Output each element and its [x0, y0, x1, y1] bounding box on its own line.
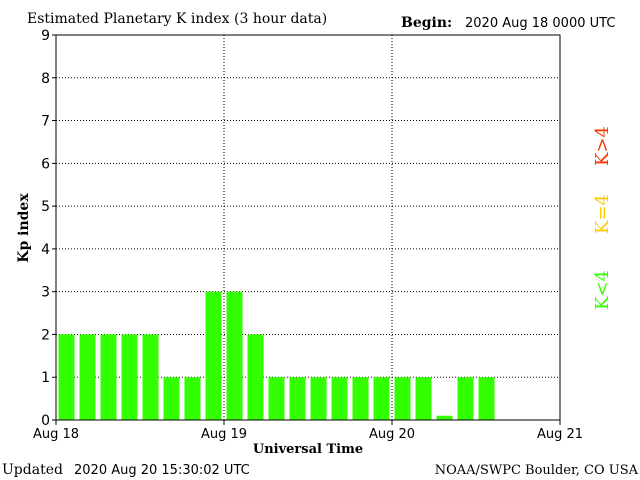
y-axis-label: Kp index	[16, 193, 32, 263]
kp-bar	[289, 377, 306, 420]
y-tick-label: 7	[41, 114, 50, 130]
begin-label: Begin:	[401, 15, 452, 31]
kp-bar	[394, 377, 411, 420]
kp-bar	[163, 377, 180, 420]
kp-bar	[226, 291, 243, 420]
kp-bar	[100, 334, 117, 420]
y-tick-label: 1	[41, 370, 50, 386]
kp-bar	[352, 377, 369, 420]
kp-bar	[184, 377, 201, 420]
source-credit: NOAA/SWPC Boulder, CO USA	[435, 463, 639, 478]
y-tick-label: 9	[41, 28, 50, 44]
x-tick-label: Aug 20	[369, 427, 415, 442]
y-tick-label: 8	[41, 71, 50, 87]
kp-bar	[478, 377, 495, 420]
updated-value: 2020 Aug 20 15:30:02 UTC	[74, 463, 250, 478]
kp-bar	[373, 377, 390, 420]
x-axis-ticks: Aug 18 Aug 19 Aug 20 Aug 21	[33, 420, 583, 442]
kp-bar	[79, 334, 96, 420]
legend: K<4 K=4 K>4	[592, 126, 613, 310]
kp-bar	[436, 415, 453, 420]
chart-title: Estimated Planetary K index (3 hour data…	[27, 11, 327, 27]
x-axis-label: Universal Time	[253, 442, 363, 457]
kp-bar	[58, 334, 75, 420]
gridlines	[56, 35, 560, 420]
begin-value: 2020 Aug 18 0000 UTC	[465, 16, 615, 31]
plot-frame	[55, 34, 561, 421]
kp-bar	[205, 291, 222, 420]
kp-bar	[142, 334, 159, 420]
y-tick-label: 4	[41, 242, 50, 258]
kp-bar	[247, 334, 264, 420]
x-tick-label: Aug 18	[33, 427, 79, 442]
legend-item: K=4	[592, 194, 613, 234]
kp-bar	[310, 377, 327, 420]
kp-bar	[415, 377, 432, 420]
kp-bar	[331, 377, 348, 420]
y-tick-label: 0	[41, 413, 50, 429]
y-axis-ticks: 0 1 2 3 4 5 6 7 8 9	[41, 28, 56, 429]
kp-bar	[268, 377, 285, 420]
legend-item: K>4	[592, 126, 613, 166]
legend-item: K<4	[592, 270, 613, 310]
y-tick-label: 3	[41, 285, 50, 301]
kp-bar	[457, 377, 474, 420]
y-tick-label: 5	[41, 199, 50, 215]
x-tick-label: Aug 21	[537, 427, 583, 442]
x-tick-label: Aug 19	[201, 427, 247, 442]
updated-label: Updated	[2, 462, 63, 478]
y-tick-label: 2	[41, 327, 50, 343]
kp-bar	[121, 334, 138, 420]
y-tick-label: 6	[41, 156, 50, 172]
bars	[58, 291, 495, 420]
